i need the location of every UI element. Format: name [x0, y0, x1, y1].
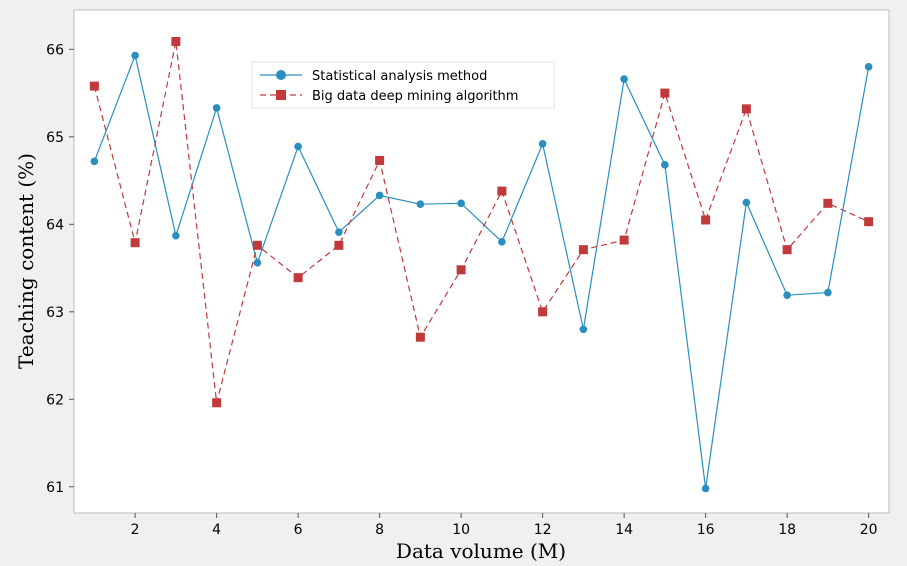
data-point-square [89, 81, 99, 91]
data-point-circle [661, 161, 669, 169]
legend: Statistical analysis method Big data deep… [251, 61, 555, 109]
y-axis: 61 62 63 64 65 66 [46, 42, 74, 496]
data-point-circle [253, 259, 262, 267]
data-point-square [375, 155, 385, 165]
data-point-circle [457, 199, 465, 208]
x-axis-title: Data volume (M) [396, 539, 566, 563]
data-point-circle [864, 63, 873, 71]
x-tick-label: 10 [452, 522, 470, 538]
data-point-square [619, 235, 629, 245]
data-point-circle [538, 140, 547, 148]
data-point-square [701, 215, 711, 225]
data-point-circle [416, 200, 425, 209]
data-point-circle [742, 198, 751, 207]
legend-marker-square [276, 90, 286, 100]
x-tick-label: 8 [375, 522, 384, 538]
data-point-circle [212, 104, 221, 112]
y-tick-label: 61 [46, 480, 64, 496]
data-point-circle [498, 238, 506, 246]
data-point-square [334, 240, 344, 250]
x-tick-label: 14 [615, 522, 633, 538]
x-axis: 2 4 6 8 10 12 14 16 18 20 [131, 513, 878, 538]
y-tick-label: 65 [46, 130, 64, 146]
data-point-square [212, 398, 222, 408]
data-point-circle [90, 157, 99, 166]
x-tick-label: 20 [860, 522, 878, 538]
data-point-circle [335, 228, 343, 236]
data-point-square [782, 245, 792, 255]
data-point-square [741, 104, 751, 114]
data-point-square [456, 265, 466, 275]
series-layer [89, 36, 874, 493]
y-tick-label: 62 [46, 392, 64, 408]
series-line-2 [93, 41, 869, 403]
data-point-circle [375, 191, 384, 200]
y-axis-title: Teaching content (%) [14, 153, 38, 369]
legend-marker-circle [276, 70, 286, 80]
data-point-circle [824, 288, 832, 297]
data-point-circle [172, 231, 180, 240]
legend-label: Statistical analysis method [312, 69, 487, 84]
legend-label: Big data deep mining algorithm [312, 89, 518, 104]
data-point-square [497, 186, 507, 196]
y-tick-label: 63 [46, 305, 64, 321]
data-point-square [415, 332, 425, 342]
data-point-square [130, 238, 140, 248]
series-line-1 [93, 53, 870, 489]
data-point-square [823, 198, 833, 208]
data-point-square [864, 217, 874, 227]
x-tick-label: 18 [778, 522, 796, 538]
data-point-circle [620, 75, 628, 83]
y-tick-label: 66 [46, 42, 64, 58]
x-tick-label: 12 [534, 522, 552, 538]
data-point-square [252, 240, 262, 250]
x-tick-label: 6 [294, 522, 303, 538]
legend-box [251, 61, 555, 109]
data-point-square [293, 273, 303, 283]
data-point-circle [131, 51, 139, 60]
x-tick-label: 2 [131, 522, 140, 538]
data-point-square [538, 307, 548, 317]
data-point-circle [579, 325, 588, 334]
data-point-square [578, 245, 588, 255]
data-point-circle [294, 142, 302, 151]
data-point-circle [701, 484, 710, 493]
data-point-square [660, 88, 670, 98]
y-tick-label: 64 [46, 217, 64, 233]
x-tick-label: 16 [697, 522, 715, 538]
data-point-square [171, 36, 181, 46]
x-tick-label: 4 [212, 522, 221, 538]
data-point-circle [783, 291, 791, 299]
